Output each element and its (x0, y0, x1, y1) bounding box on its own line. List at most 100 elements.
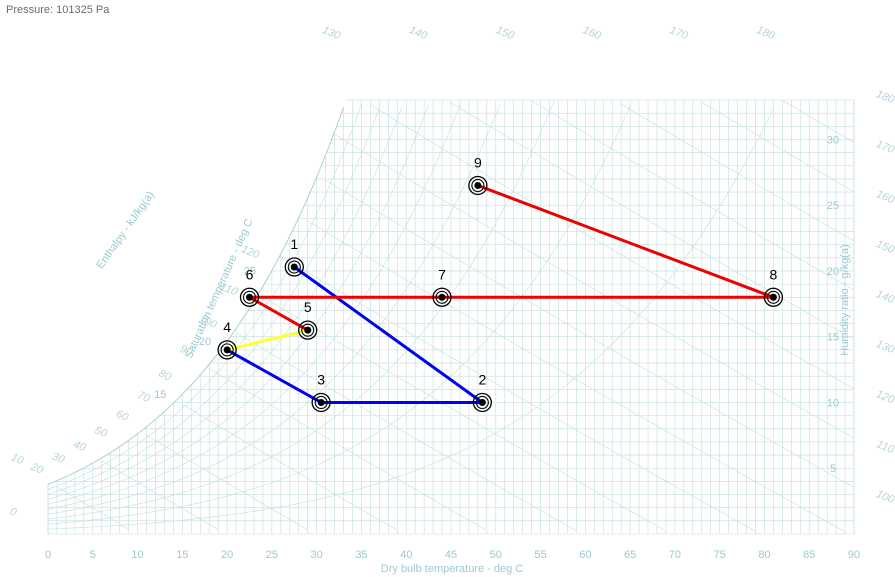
rh-curve (47, 104, 362, 490)
chart-points: 1 2 3 4 5 6 7 8 9 (217, 154, 784, 413)
x-tick-label: 80 (758, 549, 770, 561)
enthalpy-tick-label: 90 (178, 343, 195, 359)
saturation-tick-label: 15 (154, 389, 166, 401)
enthalpy-tick-label: 180 (755, 24, 777, 42)
enthalpy-line (146, 434, 308, 530)
enthalpy-line (56, 486, 129, 530)
state-point-dot (769, 293, 777, 301)
state-point-inner-ring (471, 178, 485, 193)
enthalpy-line (782, 100, 855, 143)
saturation-tick-label: 25 (244, 266, 256, 278)
state-point-ring (472, 392, 492, 413)
state-point-dot (317, 398, 325, 406)
x-tick-label: 70 (669, 549, 681, 561)
state-point-label: 9 (474, 154, 482, 170)
chart-grid (47, 99, 855, 535)
y-tick-label: 25 (827, 200, 839, 212)
y-axis-title: Humidity ratio - g/kg(a) (839, 244, 851, 355)
state-point-inner-ring (220, 343, 234, 357)
state-point-dot (290, 263, 298, 271)
enthalpy-line (307, 220, 846, 532)
y-tick-label: 15 (827, 332, 839, 344)
x-tick-label: 45 (445, 549, 457, 561)
enthalpy-right-label: 180 (874, 88, 895, 106)
enthalpy-line (450, 102, 855, 340)
x-tick-label: 75 (714, 549, 726, 561)
rh-curve (47, 107, 380, 495)
enthalpy-tick-label: 20 (28, 461, 46, 477)
enthalpy-line (370, 104, 855, 390)
state-point-ring (311, 392, 331, 413)
state-point-inner-ring (435, 290, 449, 304)
enthalpy-line (209, 368, 487, 531)
enthalpy-tick-label: 80 (157, 368, 174, 384)
x-tick-label: 15 (176, 549, 188, 561)
state-point-inner-ring (314, 395, 328, 410)
state-point-dot (246, 293, 253, 301)
enthalpy-tick-label: 30 (50, 451, 67, 467)
state-point-ring (239, 287, 260, 307)
state-point-ring (284, 257, 304, 277)
enthalpy-tick-label: 140 (407, 24, 429, 42)
x-tick-label: 10 (131, 549, 143, 561)
enthalpy-line (235, 332, 577, 531)
process-segment (225, 348, 323, 404)
state-point-label: 7 (438, 266, 446, 282)
enthalpy-tick-label: 40 (72, 438, 89, 454)
state-point-inner-ring (766, 290, 780, 304)
x-tick-label: 20 (221, 549, 233, 561)
enthalpy-tick-label: 10 (9, 451, 26, 467)
enthalpy-right-label: 110 (875, 438, 895, 456)
state-point-ring (763, 287, 784, 307)
enthalpy-right-label: 170 (874, 138, 895, 156)
x-tick-label: 0 (45, 549, 51, 561)
state-point-ring (432, 287, 452, 307)
x-tick-label: 85 (803, 549, 815, 561)
enthalpy-line (701, 102, 855, 192)
state-point-dot (304, 326, 312, 334)
enthalpy-line (280, 255, 756, 532)
enthalpy-tick-label: 60 (114, 408, 131, 424)
saturation-curve (47, 107, 344, 485)
state-point-label: 1 (290, 236, 298, 252)
enthalpy-right-label: 120 (874, 388, 895, 406)
rh-curve (47, 108, 774, 530)
enthalpy-tick-label: 150 (494, 24, 516, 42)
state-point-dot (223, 346, 231, 354)
x-tick-label: 40 (400, 549, 412, 561)
enthalpy-right-label: 130 (874, 338, 895, 356)
enthalpy-right-label: 140 (874, 288, 895, 306)
x-tick-label: 55 (534, 549, 546, 561)
state-point-label: 4 (223, 319, 231, 335)
state-point-ring (468, 175, 488, 196)
x-axis-title: Dry bulb temperature - deg C (381, 563, 524, 575)
process-segment (476, 183, 775, 299)
pressure-label: Pressure: 101325 Pa (6, 4, 110, 16)
enthalpy-line (101, 460, 219, 530)
state-point-label: 6 (246, 266, 254, 282)
enthalpy-line (325, 180, 855, 488)
enthalpy-line (182, 404, 398, 531)
saturation-axis-title: Saturation temperature - deg C (183, 217, 256, 360)
process-segment (248, 295, 310, 332)
enthalpy-axis-title: Enthalpy - kJ/kg(a) (94, 189, 156, 271)
state-point-inner-ring (301, 323, 315, 337)
chart-series (225, 183, 775, 404)
chart-frame (47, 100, 855, 535)
state-point-dot (438, 293, 446, 301)
x-tick-label: 35 (355, 549, 367, 561)
state-point-dot (478, 398, 486, 406)
rh-curve (47, 100, 555, 520)
rh-curve (47, 106, 402, 500)
state-point-inner-ring (287, 260, 301, 274)
enthalpy-right-label: 100 (874, 488, 895, 506)
enthalpy-tick-label: 70 (136, 389, 153, 405)
state-point-label: 2 (478, 371, 486, 387)
state-point-dot (474, 181, 482, 189)
rh-curve (47, 104, 429, 505)
y-tick-label: 10 (827, 397, 839, 409)
x-tick-label: 65 (624, 549, 636, 561)
x-tick-label: 30 (311, 549, 323, 561)
x-tick-label: 25 (266, 549, 278, 561)
